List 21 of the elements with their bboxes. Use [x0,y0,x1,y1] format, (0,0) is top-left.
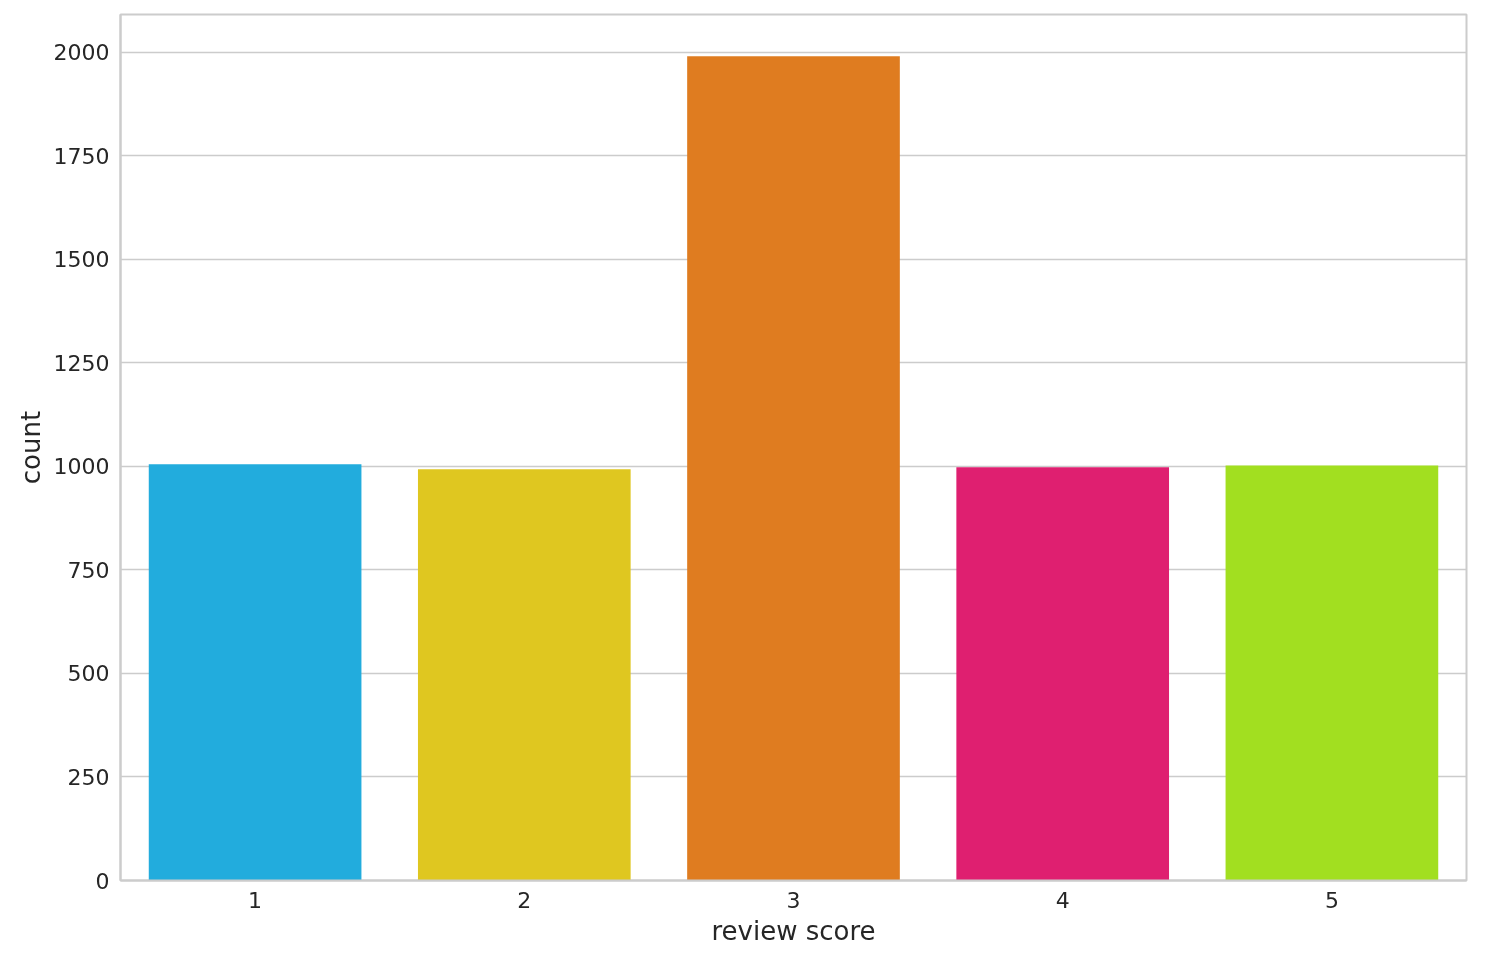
y-tick-label: 0 [95,868,110,894]
y-tick-label: 2000 [53,40,110,66]
bar [148,464,362,881]
y-tick-label: 1500 [53,247,110,273]
y-tick-label: 1000 [53,454,110,480]
x-tick-label: 1 [248,887,263,913]
y-axis-title: count [15,410,46,485]
x-tick-label: 2 [517,887,532,913]
bar [1225,465,1439,881]
y-tick-label: 750 [67,557,110,583]
y-tick-label: 500 [67,661,110,687]
x-tick-label: 5 [1324,887,1339,913]
x-tick-label: 3 [786,887,801,913]
x-axis-title: review score [711,915,876,946]
y-tick-label: 250 [67,764,110,790]
bar [956,467,1170,881]
bar [417,469,631,881]
y-tick-label: 1250 [53,350,110,376]
x-tick-label: 4 [1055,887,1070,913]
bar [687,56,900,881]
y-tick-label: 1750 [53,143,110,169]
